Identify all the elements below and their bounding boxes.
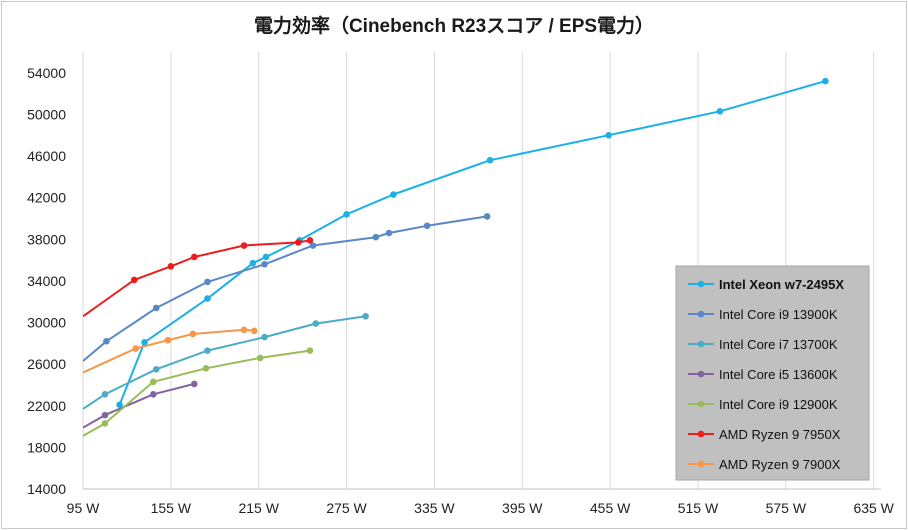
x-tick-label: 395 W: [502, 500, 543, 516]
data-point: [149, 378, 157, 386]
data-point: [605, 131, 612, 139]
x-tick-label: 575 W: [766, 500, 807, 516]
chart-title: 電力効率（Cinebench R23スコア / EPS電力）: [254, 14, 654, 37]
y-tick-label: 34000: [27, 273, 66, 289]
data-point: [240, 242, 248, 249]
data-point: [390, 191, 397, 198]
data-point: [249, 259, 257, 267]
data-point: [343, 211, 350, 218]
data-point: [251, 327, 258, 335]
legend-label: Intel Xeon w7-2495X: [719, 277, 844, 292]
data-point: [483, 213, 491, 220]
series-2: [83, 312, 369, 410]
data-point: [306, 347, 314, 354]
legend-marker: [697, 430, 705, 438]
data-point: [204, 278, 211, 286]
data-point: [261, 333, 268, 341]
x-tick-label: 95 W: [67, 500, 100, 516]
y-tick-label: 30000: [27, 315, 66, 331]
data-point: [423, 222, 431, 230]
y-tick-label: 46000: [27, 148, 66, 164]
data-point: [240, 326, 248, 334]
data-point: [190, 380, 198, 388]
series-layer: [83, 77, 829, 437]
legend-label: Intel Core i5 13600K: [719, 367, 838, 382]
y-tick-label: 50000: [27, 106, 66, 122]
x-tick-label: 455 W: [590, 500, 631, 516]
data-point: [309, 242, 317, 249]
data-point: [130, 276, 138, 284]
x-tick-label: 215 W: [238, 500, 279, 516]
y-tick-label: 26000: [27, 356, 66, 372]
data-point: [204, 295, 211, 302]
data-point: [101, 411, 109, 419]
data-point: [101, 420, 109, 427]
data-point: [167, 263, 175, 270]
data-point: [189, 330, 197, 338]
x-tick-label: 275 W: [326, 500, 367, 516]
y-tick-label: 18000: [27, 439, 66, 455]
data-point: [149, 391, 157, 398]
data-point: [256, 354, 264, 362]
data-point: [152, 304, 160, 312]
data-point: [152, 366, 160, 373]
legend-marker: [697, 370, 705, 378]
legend-marker: [697, 340, 705, 348]
data-point: [486, 156, 494, 164]
legend-marker: [697, 280, 705, 288]
series-line: [83, 215, 488, 362]
data-point: [141, 338, 148, 346]
y-tick-label: 22000: [27, 398, 66, 414]
legend-label: AMD Ryzen 9 7950X: [719, 427, 841, 442]
legend-marker: [697, 310, 705, 318]
data-point: [190, 253, 198, 261]
series-6: [83, 326, 258, 374]
data-point: [164, 336, 172, 344]
legend-label: Intel Core i9 13900K: [719, 307, 838, 322]
legend-label: Intel Core i9 12900K: [719, 397, 838, 412]
data-point: [306, 237, 314, 244]
series-line: [118, 80, 826, 406]
y-tick-label: 14000: [27, 481, 66, 497]
x-tick-label: 335 W: [414, 500, 455, 516]
series-4: [83, 347, 314, 437]
data-point: [822, 77, 829, 85]
series-line: [83, 315, 366, 410]
data-point: [132, 345, 140, 352]
x-tick-label: 635 W: [853, 500, 894, 516]
axis-layer: 95 W 155 W 215 W 275 W 335 W 395 W 455 W 515 W 5…: [27, 65, 895, 516]
series-5: [83, 237, 314, 318]
data-point: [294, 239, 302, 246]
data-point: [262, 253, 270, 261]
series-line: [83, 328, 255, 374]
data-point: [103, 337, 110, 345]
data-point: [116, 401, 123, 409]
data-point: [372, 233, 380, 241]
data-point: [101, 391, 109, 398]
data-point: [204, 347, 211, 354]
legend-marker: [697, 460, 705, 468]
data-point: [202, 365, 210, 372]
data-point: [312, 320, 320, 327]
x-tick-label: 515 W: [678, 500, 719, 516]
legend-label: Intel Core i7 13700K: [719, 337, 838, 352]
legend-marker: [697, 400, 705, 408]
data-point: [261, 260, 268, 268]
data-point: [362, 312, 369, 320]
legend: Intel Xeon w7-2495X Intel Core i9 13900K I…: [675, 265, 870, 481]
series-3: [83, 380, 198, 429]
series-line: [83, 349, 311, 437]
series-1: [83, 213, 491, 362]
x-tick-label: 155 W: [151, 500, 192, 516]
y-tick-label: 38000: [27, 231, 66, 247]
legend-label: AMD Ryzen 9 7900X: [719, 457, 841, 472]
data-point: [385, 229, 393, 237]
data-point: [716, 108, 724, 115]
y-tick-label: 42000: [27, 190, 66, 206]
series-line: [83, 382, 195, 429]
y-tick-label: 54000: [27, 65, 66, 81]
